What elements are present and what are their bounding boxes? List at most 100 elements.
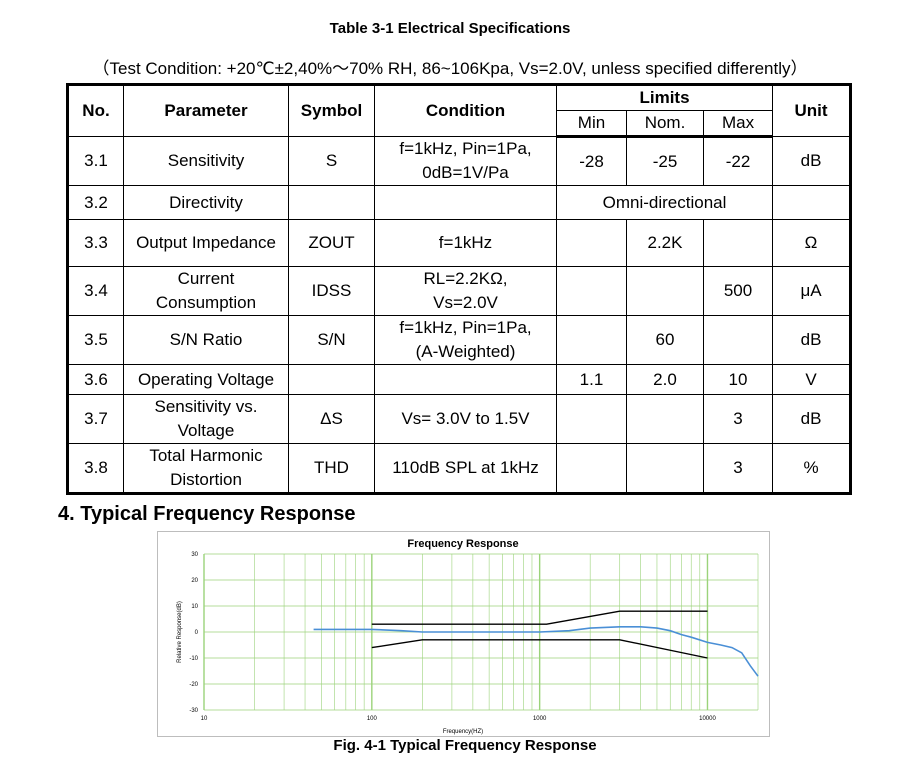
- cell-nom: [626, 266, 704, 316]
- table-row: 3.4 Current Consumption IDSS RL=2.2KΩ, Vs=2.0…: [67, 266, 852, 316]
- x-tick-label: 100: [367, 716, 378, 722]
- cell-parameter: Directivity: [123, 185, 289, 220]
- y-tick-label: -20: [189, 682, 198, 688]
- electrical-spec-table: No. Parameter Symbol Condition Limits Un…: [66, 83, 853, 495]
- chart-svg: Frequency Response Frequency(HZ) Relativ…: [177, 538, 759, 735]
- upper-limit-line: [371, 610, 708, 625]
- cell-symbol: [288, 364, 375, 395]
- cell-parameter-line: Distortion: [170, 470, 242, 489]
- cell-symbol: ΔS: [288, 394, 375, 444]
- table-row: 3.7 Sensitivity vs. Voltage ΔS Vs= 3.0V to 1…: [67, 394, 852, 444]
- cell-max: [702, 315, 774, 365]
- y-tick-label: 0: [195, 630, 199, 636]
- cell-unit: [772, 185, 852, 220]
- x-tick-label: 1000: [533, 716, 547, 722]
- frequency-response-chart: Frequency Response Frequency(HZ) Relativ…: [157, 531, 770, 737]
- cell-no: 3.3: [67, 219, 124, 267]
- cell-parameter-line: Current: [177, 269, 235, 288]
- cell-condition: [374, 364, 557, 395]
- cell-no: 3.6: [67, 364, 124, 395]
- cell-unit: dB: [772, 394, 852, 444]
- cell-parameter: Operating Voltage: [123, 364, 289, 395]
- cell-symbol: S: [288, 136, 375, 186]
- cell-condition: RL=2.2KΩ, Vs=2.0V: [374, 266, 557, 316]
- cell-symbol: IDSS: [288, 266, 375, 316]
- cell-condition-line: 0dB=1V/Pa: [422, 163, 509, 182]
- cell-nom: [626, 394, 704, 444]
- cell-min: [556, 219, 627, 267]
- cell-nom: 2.0: [626, 364, 704, 395]
- header-parameter: Parameter: [123, 84, 289, 137]
- response-series-line: [313, 626, 759, 677]
- cell-symbol: THD: [288, 443, 375, 494]
- cell-nom: 2.2K: [626, 219, 704, 267]
- table-row: 3.3 Output Impedance ZOUT f=1kHz 2.2K Ω: [67, 219, 852, 267]
- cell-unit: Ω: [772, 219, 852, 267]
- cell-unit: dB: [772, 136, 852, 186]
- cell-condition-line: f=1kHz, Pin=1Pa,: [399, 139, 532, 158]
- cell-parameter: Sensitivity: [123, 136, 289, 186]
- table-row: 3.2 Directivity Omni-directional: [67, 185, 852, 220]
- cell-parameter-line: Directivity: [169, 192, 243, 212]
- cell-max: 3: [702, 394, 774, 444]
- cell-no: 3.1: [67, 136, 124, 186]
- cell-min: [556, 394, 627, 444]
- cell-symbol: S/N: [288, 315, 375, 365]
- cell-condition: f=1kHz, Pin=1Pa, (A-Weighted): [374, 315, 557, 365]
- table-row: 3.5 S/N Ratio S/N f=1kHz, Pin=1Pa, (A-Weight…: [67, 315, 852, 365]
- cell-no: 3.2: [67, 185, 124, 220]
- table-row: 3.8 Total Harmonic Distortion THD 110dB SPL …: [67, 443, 852, 494]
- cell-condition: 110dB SPL at 1kHz: [374, 443, 557, 494]
- cell-condition-line: (A-Weighted): [415, 342, 516, 361]
- cell-max: [702, 219, 774, 267]
- header-symbol: Symbol: [288, 84, 375, 137]
- cell-symbol: ZOUT: [288, 219, 375, 267]
- cell-parameter-line: Total Harmonic: [149, 446, 263, 465]
- cell-min: [556, 266, 627, 316]
- cell-min: [556, 443, 627, 494]
- cell-parameter: S/N Ratio: [123, 315, 289, 365]
- cell-unit: μA: [772, 266, 852, 316]
- table-title: Table 3-1 Electrical Specifications: [329, 20, 571, 37]
- cell-parameter-line: Voltage: [177, 421, 235, 440]
- cell-parameter: Total Harmonic Distortion: [123, 443, 289, 494]
- cell-no: 3.8: [67, 443, 124, 494]
- cell-parameter-line: Sensitivity: [167, 151, 245, 170]
- section-heading: 4. Typical Frequency Response: [58, 503, 356, 525]
- cell-parameter: Sensitivity vs. Voltage: [123, 394, 289, 444]
- cell-min: 1.1: [556, 364, 627, 395]
- cell-nom: -25: [626, 136, 704, 186]
- cell-unit: dB: [772, 315, 852, 365]
- header-no: No.: [67, 84, 124, 137]
- cell-parameter-line: S/N Ratio: [169, 330, 243, 349]
- cell-parameter-line: Output Impedance: [136, 233, 276, 252]
- cell-unit: %: [772, 443, 852, 494]
- lower-limit-line: [371, 639, 708, 659]
- cell-condition: f=1kHz, Pin=1Pa, 0dB=1V/Pa: [374, 136, 557, 186]
- header-condition: Condition: [374, 84, 557, 137]
- test-condition: （Test Condition: +20℃±2,40%～70% RH, 86~1…: [92, 59, 808, 78]
- cell-parameter: Output Impedance: [123, 219, 289, 267]
- cell-symbol: [288, 185, 375, 220]
- cell-min: [556, 315, 627, 365]
- cell-condition: [374, 185, 557, 220]
- cell-condition-line: RL=2.2KΩ,: [423, 269, 508, 288]
- y-tick-label: 10: [191, 604, 198, 610]
- y-tick-label: -10: [189, 656, 198, 662]
- chart-title: Frequency Response: [407, 538, 518, 550]
- cell-parameter: Current Consumption: [123, 266, 289, 316]
- cell-max: 500: [702, 266, 774, 316]
- cell-unit: V: [772, 364, 852, 395]
- cell-limits-merged: Omni-directional: [555, 185, 774, 220]
- cell-parameter-line: Operating Voltage: [137, 369, 275, 389]
- cell-condition-line: f=1kHz, Pin=1Pa,: [399, 318, 532, 337]
- cell-nom: [626, 443, 704, 494]
- cell-parameter-line: Consumption: [155, 293, 257, 312]
- header-min: Min: [556, 110, 627, 138]
- y-tick-label: 30: [191, 552, 198, 558]
- header-unit: Unit: [772, 84, 852, 137]
- chart-xlabel: Frequency(HZ): [443, 729, 483, 735]
- cell-no: 3.7: [67, 394, 124, 444]
- cell-no: 3.5: [67, 315, 124, 365]
